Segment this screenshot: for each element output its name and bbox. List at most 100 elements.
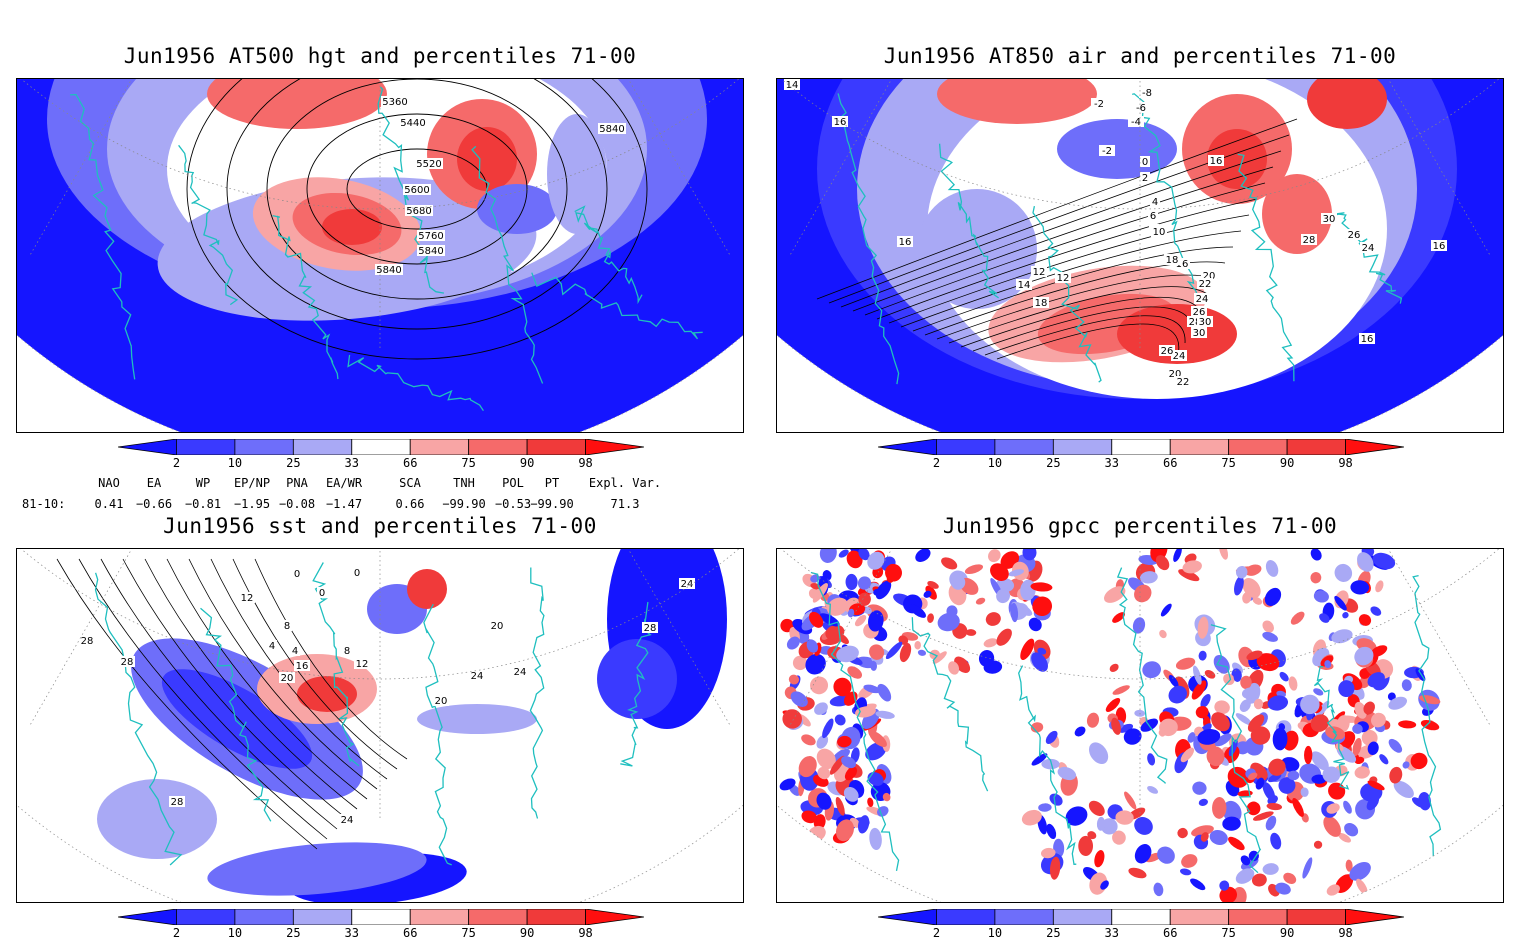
contour-label-box (405, 205, 433, 216)
percentile-shading (1262, 863, 1279, 875)
contour-label-box (784, 79, 800, 90)
colorbar-segment (1169, 438, 1230, 456)
colorbar-tick-label: 2 (172, 926, 181, 940)
colorbar-tick-label: 10 (227, 926, 243, 940)
contour-label: 16 (1433, 241, 1446, 252)
contour-label: 0 (354, 568, 360, 579)
index-value: −0.53 (494, 497, 532, 511)
contour-label: 30 (1323, 214, 1336, 225)
percentile-shading (1311, 774, 1327, 784)
contour-label-box (512, 666, 528, 677)
percentile-shading (1197, 616, 1209, 639)
percentile-shading (1031, 753, 1048, 766)
percentile-shading (1046, 823, 1057, 840)
colorbar-tick-label: 98 (1338, 926, 1353, 940)
contour-label-box (339, 814, 355, 825)
percentile-shading (869, 644, 885, 660)
percentile-shading (1338, 832, 1351, 843)
contour-label-box (1133, 102, 1149, 113)
map-panel-sst: 0 0 0 4 8 12 16 20 24 24 28 28 28 20 20 28 24 24 12 8 4 (16, 548, 744, 903)
percentile-shading (1256, 653, 1280, 672)
colorbar-segment (117, 438, 177, 456)
percentile-shading (1287, 770, 1300, 781)
percentile-shading (1357, 552, 1374, 572)
percentile-shading (1222, 816, 1241, 831)
colorbar-gpcc (877, 908, 1405, 926)
colorbar-segment (526, 908, 586, 926)
percentile-shading (792, 655, 808, 671)
contour-line (78, 558, 328, 840)
colorbar-tick-label: 66 (1162, 456, 1178, 470)
contour-label-box (1099, 145, 1115, 156)
contour-line (226, 79, 608, 330)
percentile-shading (1268, 758, 1286, 776)
percentile-shading (867, 797, 874, 807)
contour-label-box (1167, 368, 1183, 379)
percentile-shading (1177, 827, 1188, 839)
index-header: POL (502, 476, 524, 490)
percentile-shading (1124, 791, 1137, 810)
contour-label-box (282, 620, 292, 631)
percentile-shading (1363, 701, 1376, 715)
contour-label-box (1033, 297, 1049, 308)
percentile-shading (1049, 856, 1061, 880)
percentile-shading (868, 610, 884, 632)
contour-label-box (342, 645, 352, 656)
percentile-shading (1228, 836, 1245, 851)
index-value: −0.08 (278, 497, 316, 511)
percentile-shading (835, 796, 845, 816)
coastline (1313, 665, 1350, 790)
colorbar-segment (1111, 438, 1171, 456)
percentile-shading (863, 684, 881, 694)
coastline (377, 86, 445, 294)
percentile-shading (809, 611, 824, 628)
percentile-shading (1214, 733, 1232, 747)
contour-label: 12 (241, 593, 254, 604)
percentile-shading (875, 580, 892, 600)
coastline (69, 93, 136, 380)
colorbar-segment (292, 438, 353, 456)
map-panel-air850: 141616-8-6-4-2-2024681012141618202224262… (776, 78, 1504, 433)
contour-label-box (1431, 240, 1447, 251)
colorbar-tick-label: 98 (1338, 456, 1353, 470)
contour-label-box (679, 578, 695, 589)
contour-label: 14 (786, 80, 799, 91)
index-value-row: 81-10: 0.41 −0.66 −0.81 −1.95 −0.08 −1.47 0.66… (0, 497, 760, 511)
colorbar-sst (117, 908, 645, 926)
contour-label-box (79, 635, 95, 646)
percentile-shading (1212, 797, 1227, 819)
percentile-shading (1334, 595, 1347, 611)
percentile-shading (882, 792, 891, 802)
contour-line (876, 198, 1258, 320)
percentile-shading (1323, 815, 1341, 837)
percentile-shading (917, 189, 1037, 309)
percentile-shading (857, 576, 872, 590)
percentile-shading (1267, 695, 1289, 711)
percentile-shading (1393, 780, 1414, 798)
percentile-shading (965, 629, 977, 636)
percentile-shading (1420, 720, 1440, 731)
index-header: Expl. Var. (588, 476, 662, 490)
index-header: SCA (399, 476, 421, 490)
contour-line (144, 558, 358, 810)
percentile-shading (1045, 730, 1058, 745)
coastline (272, 214, 339, 380)
percentile-shading (1244, 564, 1262, 576)
index-header: EP/NP (233, 476, 271, 490)
percentile-shading (1239, 699, 1251, 712)
percentile-shading (941, 557, 958, 570)
percentile-shading (1367, 672, 1385, 688)
percentile-shading (1250, 726, 1271, 745)
percentile-shading (1313, 590, 1329, 603)
contour-label-box (399, 117, 427, 128)
percentile-shading (1300, 787, 1309, 797)
percentile-shading (1311, 751, 1329, 771)
contour-label: 24 (514, 667, 527, 678)
index-value: −99.90 (530, 497, 574, 511)
percentile-shading (869, 731, 887, 748)
percentile-shading (1065, 806, 1088, 826)
percentile-shading (858, 549, 870, 561)
colorbar-segment (409, 438, 470, 456)
coastline (423, 603, 452, 866)
percentile-shading (1246, 801, 1261, 816)
